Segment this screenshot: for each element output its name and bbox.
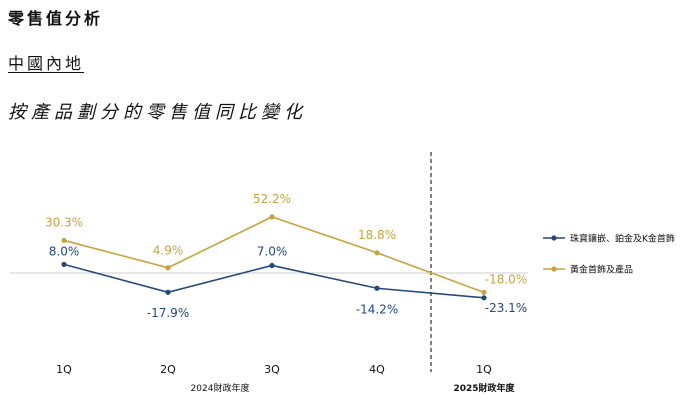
data-label: -17.9% <box>147 306 189 320</box>
data-label: 52.2% <box>253 192 291 206</box>
x-tick-label: 1Q <box>56 363 72 376</box>
data-label: 18.8% <box>358 228 396 242</box>
x-tick-label: 1Q <box>476 363 492 376</box>
data-point <box>165 289 171 295</box>
legend-item: 珠寶鑲嵌、鉑金及K金首飾 <box>570 233 675 245</box>
data-point <box>61 261 67 267</box>
data-label: -18.0% <box>485 272 527 286</box>
data-label: -23.1% <box>485 301 527 315</box>
data-label: 8.0% <box>49 244 80 258</box>
x-group-label: 2025財政年度 <box>453 382 515 394</box>
chart-title: 按產品劃分的零售值同比變化 <box>8 102 307 123</box>
data-point <box>481 295 487 301</box>
legend-item: 黃金首飾及產品 <box>570 264 633 276</box>
x-tick-label: 3Q <box>264 363 280 376</box>
data-point <box>61 237 67 244</box>
data-point <box>374 250 380 256</box>
data-point <box>481 289 487 295</box>
x-group-label: 2024財政年度 <box>191 382 250 394</box>
data-label: 4.9% <box>153 244 184 258</box>
data-label: 7.0% <box>257 244 288 258</box>
data-label: -14.2% <box>356 302 398 316</box>
x-tick-label: 2Q <box>160 363 176 376</box>
legend-marker <box>551 235 557 241</box>
region-heading: 中國內地 <box>8 54 85 73</box>
data-point <box>374 285 380 291</box>
data-point <box>269 262 275 269</box>
x-tick-label: 4Q <box>369 363 385 376</box>
data-label: 30.3% <box>45 215 83 229</box>
page-title: 零售值分析 <box>8 9 104 28</box>
data-point <box>165 265 171 271</box>
legend-marker <box>551 266 557 272</box>
data-point <box>269 214 275 220</box>
